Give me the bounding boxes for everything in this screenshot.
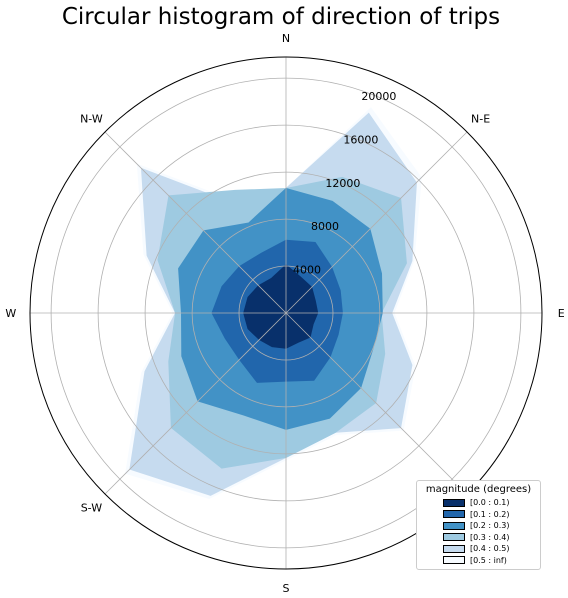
legend: magnitude (degrees) [0.0 : 0.1) [0.1 : 0.… (416, 480, 541, 570)
direction-label-n-e: N-E (471, 112, 490, 125)
series-layer (125, 107, 422, 500)
direction-label-s: S (283, 582, 290, 595)
legend-swatch (443, 556, 465, 565)
legend-swatch (443, 544, 465, 553)
legend-title: magnitude (degrees) (425, 484, 532, 495)
radial-tick-label-1: 8000 (311, 220, 339, 233)
grid-spoke-1 (285, 131, 468, 314)
grid-spoke-7 (104, 131, 287, 314)
radial-tick-label-2: 12000 (325, 177, 360, 190)
legend-label: [0.0 : 0.1) (470, 498, 510, 508)
legend-entry: [0.0 : 0.1) (421, 497, 536, 509)
tick-layer: 4000 8000 12000 16000 20000 (293, 90, 396, 277)
legend-entry: [0.5 : inf) (421, 555, 536, 567)
legend-entry: [0.1 : 0.2) (421, 509, 536, 521)
direction-label-s-w: S-W (81, 502, 103, 515)
legend-label: [0.2 : 0.3) (470, 521, 510, 531)
legend-label: [0.4 : 0.5) (470, 544, 510, 554)
radial-tick-label-4: 20000 (361, 90, 396, 103)
grid-spoke-5 (104, 312, 287, 495)
legend-entry: [0.4 : 0.5) (421, 543, 536, 555)
chart-title: Circular histogram of direction of trips (61, 4, 501, 30)
legend-label: [0.5 : inf) (470, 555, 507, 565)
grid-layer (29, 56, 543, 570)
grid-spoke-3 (285, 312, 468, 495)
direction-label-n-w: N-W (80, 112, 103, 125)
legend-entry: [0.3 : 0.4) (421, 532, 536, 544)
legend-swatch (443, 521, 465, 530)
legend-swatch (443, 498, 465, 507)
legend-rows: [0.0 : 0.1) [0.1 : 0.2) [0.2 : 0.3) [0.3 : … (421, 497, 536, 566)
legend-label: [0.3 : 0.4) (470, 532, 510, 542)
legend-entry: [0.2 : 0.3) (421, 520, 536, 532)
direction-label-e: E (558, 307, 565, 320)
polar-frame (29, 56, 543, 570)
direction-label-n: N (282, 32, 290, 45)
legend-label: [0.1 : 0.2) (470, 509, 510, 519)
legend-swatch (443, 510, 465, 519)
legend-swatch (443, 533, 465, 542)
radial-tick-label-0: 4000 (293, 264, 321, 277)
radial-tick-label-3: 16000 (343, 133, 378, 146)
direction-label-w: W (5, 307, 16, 320)
